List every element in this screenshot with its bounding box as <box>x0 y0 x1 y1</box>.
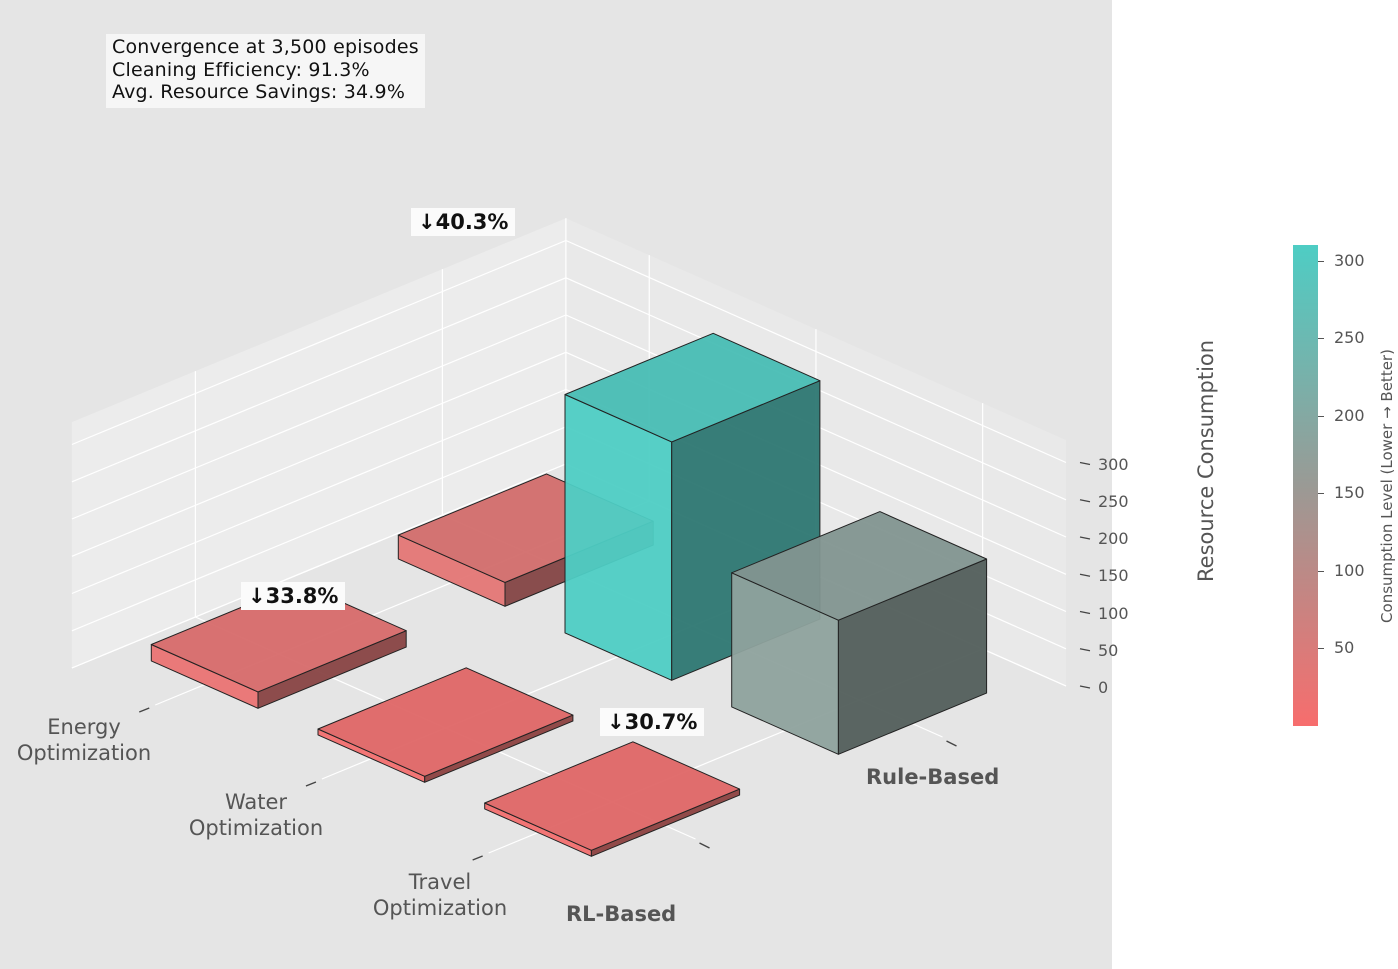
info-line-convergence: Convergence at 3,500 episodes <box>112 36 419 58</box>
colorbar-tick-label: 250 <box>1334 328 1365 348</box>
bar-energy-rule <box>731 511 988 755</box>
bars <box>150 332 988 857</box>
z-tick-label: 200 <box>1098 529 1129 548</box>
chart-3d-axes <box>71 218 1091 861</box>
colorbar-tick-mark <box>1318 570 1324 572</box>
colorbar-tick-label: 200 <box>1334 405 1365 425</box>
z-tick-label: 0 <box>1098 678 1109 697</box>
category-label-water-line-2: Optimization <box>188 816 324 840</box>
z-tick-label: 250 <box>1098 491 1129 511</box>
category-label-energy: Energy Optimization <box>4 714 164 766</box>
bar-energy-rl <box>484 741 741 857</box>
bar-water-rl <box>317 667 574 783</box>
info-line-efficiency: Cleaning Efficiency: 91.3% <box>112 58 370 81</box>
method-label-rl-based: RL-Based <box>566 902 677 926</box>
colorbar-tick-label: 50 <box>1334 638 1355 658</box>
info-line-savings: Avg. Resource Savings: 34.9% <box>112 81 406 103</box>
improvement-label-water: ↓40.3% <box>411 208 516 236</box>
colorbar-label: Consumption Level (Lower → Better) <box>1378 349 1396 623</box>
z-tick-label: 100 <box>1098 603 1129 623</box>
category-label-water-line-1: Water <box>224 790 288 814</box>
improvement-label-travel: ↓30.7% <box>600 708 705 736</box>
category-label-travel: Travel Optimization <box>360 869 520 921</box>
z-tick-label: 300 <box>1098 454 1129 474</box>
colorbar-tick-label: 300 <box>1334 250 1365 270</box>
colorbar-tick-mark <box>1318 493 1324 495</box>
improvement-label-energy: ↓33.8% <box>241 582 346 610</box>
colorbar <box>1293 245 1318 726</box>
category-label-travel-line-2: Optimization <box>372 896 508 920</box>
category-label-energy-line-1: Energy <box>47 715 121 739</box>
category-label-travel-line-1: Travel <box>408 870 472 894</box>
z-tick-label: 50 <box>1098 640 1119 660</box>
colorbar-tick-mark <box>1318 415 1324 417</box>
category-label-energy-line-2: Optimization <box>16 741 152 765</box>
category-label-water: Water Optimization <box>176 789 336 841</box>
colorbar-tick-label: 150 <box>1334 483 1365 503</box>
method-label-rule-based: Rule-Based <box>866 765 1000 789</box>
axis-ticks <box>138 461 1091 861</box>
colorbar-tick-mark <box>1318 260 1324 262</box>
colorbar-tick-mark <box>1318 338 1324 340</box>
bar-travel-rl <box>150 582 407 709</box>
bar-water-rule <box>564 332 821 681</box>
colorbar-tick-label: 100 <box>1334 560 1365 580</box>
z-axis-label: Resource Consumption <box>1194 339 1218 582</box>
info-box: Convergence at 3,500 episodes Cleaning E… <box>106 34 425 108</box>
z-tick-label: 150 <box>1098 566 1129 586</box>
colorbar-tick-mark <box>1318 648 1324 650</box>
